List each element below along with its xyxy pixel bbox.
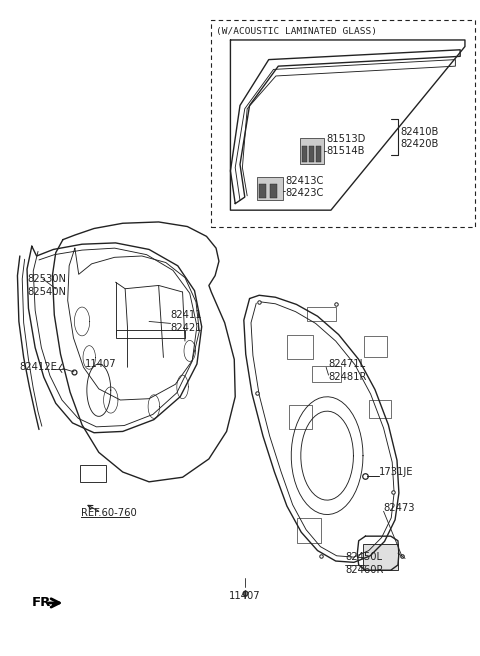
- Bar: [363, 544, 398, 570]
- Text: 82471L
82481R: 82471L 82481R: [328, 359, 367, 382]
- Text: 82410B
82420B: 82410B 82420B: [400, 127, 439, 150]
- Bar: [316, 146, 321, 163]
- Bar: [309, 146, 314, 163]
- Bar: [364, 336, 387, 357]
- Text: 82530N
82540N: 82530N 82540N: [27, 274, 66, 297]
- Bar: [289, 405, 312, 429]
- Text: (W/ACOUSTIC LAMINATED GLASS): (W/ACOUSTIC LAMINATED GLASS): [216, 27, 377, 36]
- Text: REF.60-760: REF.60-760: [81, 508, 137, 518]
- Bar: [369, 400, 391, 419]
- Bar: [302, 146, 307, 163]
- Text: 82450L
82460R: 82450L 82460R: [345, 552, 384, 575]
- Text: 11407: 11407: [84, 359, 116, 369]
- Bar: [312, 366, 341, 382]
- Bar: [298, 518, 322, 543]
- Bar: [257, 177, 283, 200]
- Bar: [116, 330, 185, 338]
- Bar: [307, 307, 336, 321]
- Text: 82473: 82473: [384, 503, 415, 513]
- Text: 81513D
81514B: 81513D 81514B: [326, 134, 366, 156]
- Bar: [300, 138, 324, 165]
- Text: 82411
82421: 82411 82421: [170, 310, 202, 333]
- Bar: [211, 20, 475, 226]
- Text: 82413C
82423C: 82413C 82423C: [286, 176, 324, 199]
- Text: 82412E: 82412E: [20, 362, 58, 372]
- Bar: [259, 184, 266, 198]
- Bar: [80, 466, 106, 482]
- Bar: [270, 184, 277, 198]
- Text: FR.: FR.: [32, 596, 57, 609]
- Text: 1731JE: 1731JE: [379, 467, 413, 477]
- Bar: [287, 335, 313, 359]
- Text: 11407: 11407: [229, 592, 261, 602]
